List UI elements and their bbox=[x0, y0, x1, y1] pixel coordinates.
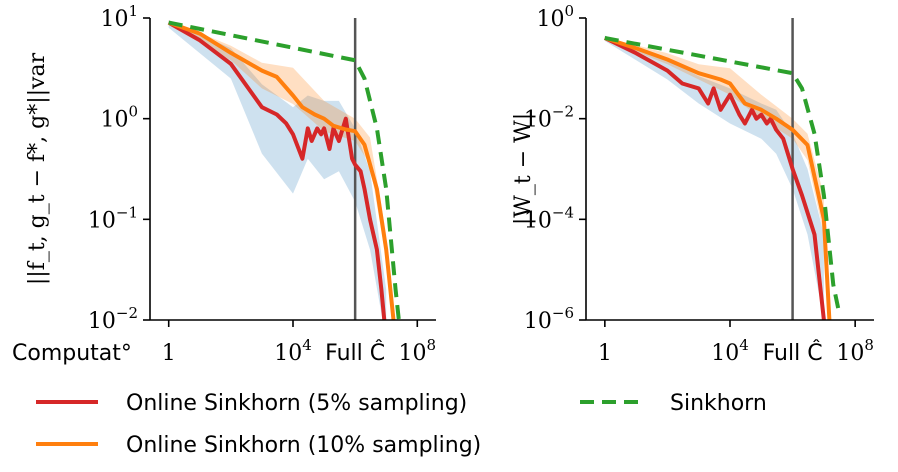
y-tick-label: 10−4 bbox=[524, 203, 574, 233]
plot-area bbox=[603, 18, 841, 320]
y-tick-label: 10−2 bbox=[524, 103, 574, 133]
y-tick-label: 10−6 bbox=[524, 304, 574, 334]
full-c-label: Full Ĉ bbox=[325, 340, 385, 366]
y-tick-label: 10−2 bbox=[88, 304, 138, 334]
right-panel: 100 10−2 10−4 10−6 1 104 108 Full Ĉ |W_t − W| bbox=[511, 2, 874, 366]
plot-area bbox=[167, 18, 401, 320]
series-line-2 bbox=[604, 36, 841, 312]
series-line-0 bbox=[167, 20, 387, 320]
computation-label: Computat° bbox=[12, 341, 132, 366]
confidence-band-1 bbox=[168, 20, 387, 260]
legend: Online Sinkhorn (5% sampling) Sinkhorn Onl… bbox=[36, 391, 767, 458]
y-axis-label: ||f_t, g_t − f*, g*||var bbox=[25, 52, 50, 285]
x-tick-label: 108 bbox=[836, 336, 874, 366]
series-line-1 bbox=[168, 20, 396, 320]
legend-label-0: Online Sinkhorn (5% sampling) bbox=[126, 391, 467, 416]
confidence-band-0 bbox=[168, 20, 387, 320]
x-tick-label: 104 bbox=[274, 336, 312, 366]
series-line-2 bbox=[168, 20, 401, 320]
legend-label-2: Online Sinkhorn (10% sampling) bbox=[126, 433, 481, 458]
series-line-0 bbox=[603, 36, 826, 320]
y-tick-label: 101 bbox=[100, 2, 138, 32]
y-tick-label: 100 bbox=[100, 103, 138, 133]
y-axis-label: |W_t − W| bbox=[511, 113, 536, 225]
series-line-1 bbox=[604, 36, 832, 320]
y-tick-label: 100 bbox=[536, 2, 574, 32]
x-tick-label: 1 bbox=[598, 341, 612, 366]
x-tick-label: 104 bbox=[711, 336, 749, 366]
legend-label-1: Sinkhorn bbox=[670, 391, 767, 416]
x-tick-label: 108 bbox=[399, 336, 437, 366]
x-tick-label: 1 bbox=[162, 341, 176, 366]
confidence-band-1 bbox=[604, 37, 824, 235]
left-panel: 101 100 10−1 10−2 1 104 108 Computat° Full Ĉ ||f_… bbox=[12, 2, 436, 366]
full-c-label: Full Ĉ bbox=[763, 340, 823, 366]
y-tick-label: 10−1 bbox=[88, 203, 138, 233]
